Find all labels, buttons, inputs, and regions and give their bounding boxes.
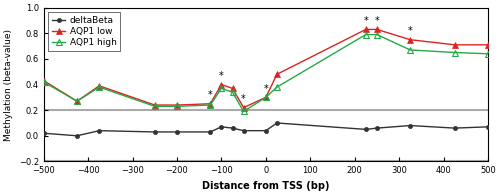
Line: AQP1 high: AQP1 high [41,32,490,114]
AQP1 low [218,83,224,86]
AQP1 low [208,103,214,105]
deltaBeta [208,131,214,133]
deltaBeta [240,129,246,132]
Text: *: * [241,94,246,104]
Text: *: * [208,90,212,100]
AQP1 high [485,53,491,55]
AQP1 high [152,105,158,107]
AQP1 high [452,51,458,54]
AQP1 high [230,91,235,93]
AQP1 low [374,28,380,31]
deltaBeta [274,122,280,124]
AQP1 low [96,85,102,87]
deltaBeta [40,132,46,134]
AQP1 low [40,80,46,82]
deltaBeta [174,131,180,133]
deltaBeta [452,127,458,129]
deltaBeta [74,135,80,137]
Text: *: * [408,26,412,36]
AQP1 high [374,33,380,36]
AQP1 high [263,96,269,98]
AQP1 high [96,86,102,88]
deltaBeta [230,127,235,129]
deltaBeta [363,128,369,131]
deltaBeta [96,129,102,132]
AQP1 high [40,81,46,83]
AQP1 high [407,49,413,51]
AQP1 high [174,105,180,107]
Text: *: * [374,16,380,26]
Line: AQP1 low: AQP1 low [41,27,490,110]
AQP1 high [218,87,224,90]
AQP1 low [407,39,413,41]
Text: *: * [219,71,224,81]
AQP1 high [274,86,280,88]
AQP1 low [274,73,280,75]
AQP1 low [230,87,235,90]
AQP1 high [240,110,246,113]
AQP1 low [263,96,269,98]
deltaBeta [407,124,413,127]
AQP1 low [452,44,458,46]
AQP1 low [174,104,180,106]
AQP1 high [208,104,214,106]
Y-axis label: Methylation (beta-value): Methylation (beta-value) [4,28,13,141]
deltaBeta [218,126,224,128]
AQP1 high [74,100,80,102]
Line: deltaBeta: deltaBeta [42,121,490,138]
Text: *: * [264,83,268,94]
AQP1 low [152,104,158,106]
AQP1 low [363,28,369,31]
AQP1 low [74,100,80,102]
deltaBeta [263,129,269,132]
X-axis label: Distance from TSS (bp): Distance from TSS (bp) [202,181,330,191]
Text: *: * [364,16,368,26]
Legend: deltaBeta, AQP1 low, AQP1 high: deltaBeta, AQP1 low, AQP1 high [48,12,120,51]
deltaBeta [485,126,491,128]
AQP1 low [485,44,491,46]
deltaBeta [152,131,158,133]
AQP1 high [363,33,369,36]
deltaBeta [374,127,380,129]
AQP1 low [240,106,246,109]
